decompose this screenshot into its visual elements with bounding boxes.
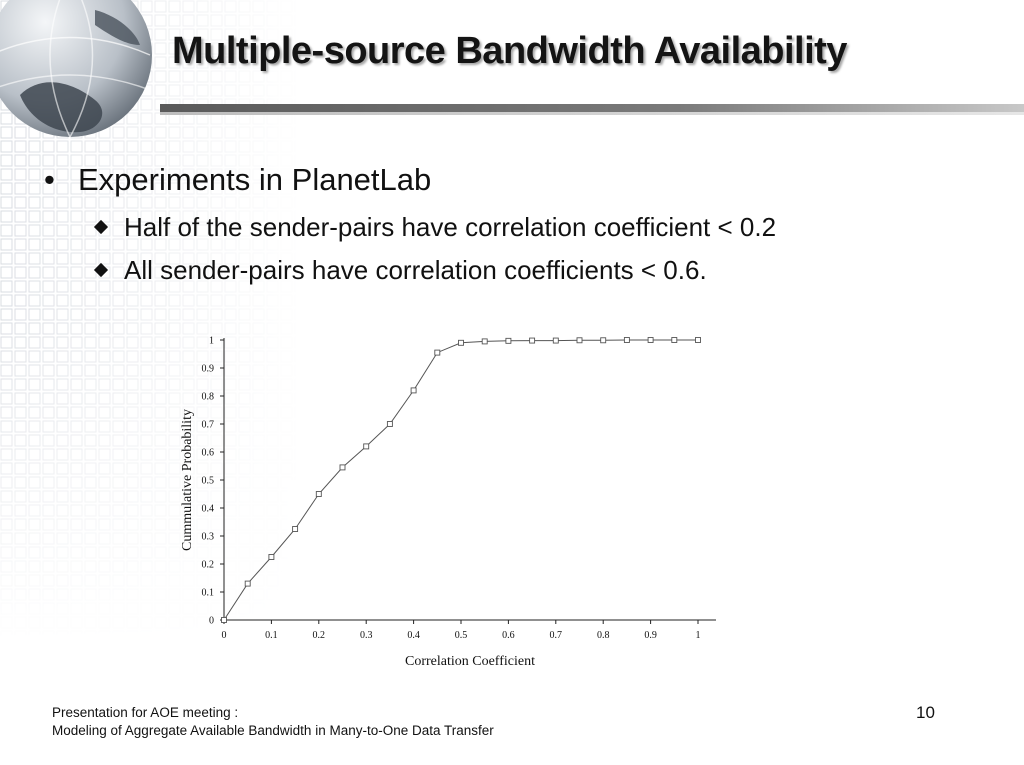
data-point [529, 337, 536, 344]
data-point [600, 337, 607, 344]
data-point [268, 554, 275, 560]
data-point [505, 337, 512, 344]
x-tick-label: 0.5 [455, 630, 468, 641]
y-tick-label: 0.4 [202, 504, 215, 515]
y-tick-label: 0 [209, 616, 214, 627]
data-point [458, 339, 464, 346]
data-point [363, 443, 370, 450]
data-point [481, 338, 488, 345]
data-point [292, 526, 299, 532]
page-number: 10 [916, 703, 935, 722]
y-tick-label: 0.5 [202, 476, 215, 487]
x-tick-label: 0.8 [597, 630, 610, 641]
title-divider-shadow [160, 112, 1024, 115]
data-point [552, 337, 559, 344]
sub-bullet-text: All sender-pairs have correlation coeffi… [124, 255, 707, 285]
cdf-chart: 0 0.1 0.2 0.3 0.4 0.5 0.6 0.7 0.8 0.9 1 0 0.1 0.2 0.3 0… [180, 336, 716, 669]
y-tick-label: 0.3 [202, 532, 215, 543]
data-point [647, 337, 654, 343]
chart-series [221, 337, 701, 623]
x-tick-label: 0.9 [644, 630, 657, 641]
y-axis-label: Cummulative Probability [180, 409, 195, 551]
series-line [223, 339, 698, 621]
data-point [695, 337, 701, 343]
x-axis-label: Correlation Coefficient [405, 654, 535, 669]
footer-line-2: Modeling of Aggregate Available Bandwidt… [52, 723, 494, 738]
data-point [671, 337, 678, 343]
sub-bullet-text: Half of the sender-pairs have correlatio… [124, 212, 777, 242]
data-point [576, 337, 583, 344]
y-tick-label: 0.2 [202, 560, 215, 571]
globe-icon [0, 0, 152, 138]
data-point [315, 491, 322, 497]
x-tick-label: 0.3 [360, 630, 373, 641]
title-divider [160, 104, 1024, 112]
y-tick-label: 0.1 [202, 588, 215, 599]
sub-bullet-item: All sender-pairs have correlation coeffi… [93, 255, 707, 286]
bullet-text: Experiments in PlanetLab [78, 162, 432, 197]
x-tick-label: 0.4 [407, 630, 420, 641]
diamond-bullet-icon [93, 262, 109, 278]
slide-title: Multiple-source Bandwidth Availability [172, 30, 847, 72]
diamond-bullet-icon [93, 219, 109, 235]
data-point [339, 464, 346, 471]
y-tick-label: 0.7 [202, 420, 215, 431]
x-tick-label: 1 [696, 630, 701, 641]
y-tick-label: 1 [209, 336, 214, 347]
x-tick-label: 0.6 [502, 630, 515, 641]
x-tick-label: 0.2 [313, 630, 326, 641]
chart-ticks: 0 0.1 0.2 0.3 0.4 0.5 0.6 0.7 0.8 0.9 1 0 0.1 0.2 0.3 0… [202, 336, 701, 642]
sub-bullet-item: Half of the sender-pairs have correlatio… [93, 212, 777, 243]
data-point [221, 617, 227, 623]
data-point [434, 349, 441, 356]
data-point [244, 580, 251, 587]
data-point [623, 337, 630, 343]
y-tick-label: 0.9 [202, 364, 215, 375]
x-tick-label: 0.7 [550, 630, 563, 641]
footer-line-1: Presentation for AOE meeting : [52, 705, 239, 720]
y-tick-label: 0.6 [202, 448, 215, 459]
x-tick-label: 0 [222, 630, 227, 641]
bullet-item: • Experiments in PlanetLab [44, 162, 431, 198]
bullet-marker: • [44, 162, 55, 197]
data-point [410, 387, 417, 394]
data-point [386, 421, 393, 427]
chart-axes [223, 338, 716, 621]
x-tick-label: 0.1 [265, 630, 278, 641]
y-tick-label: 0.8 [202, 392, 215, 403]
footer-text: Presentation for AOE meeting : Modeling … [52, 704, 494, 740]
